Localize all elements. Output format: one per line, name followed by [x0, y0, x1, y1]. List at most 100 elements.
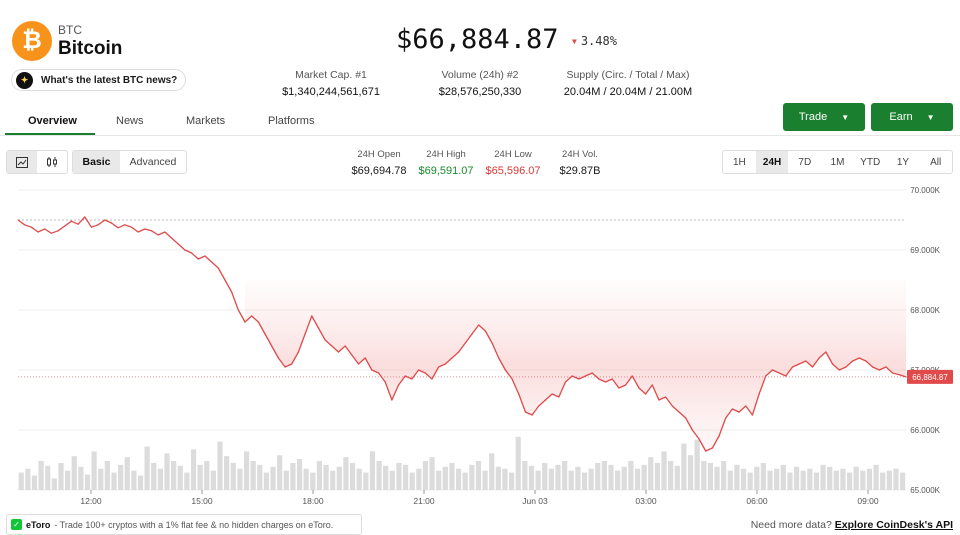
volume-bar — [548, 468, 554, 490]
tab-platforms[interactable]: Platforms — [268, 115, 315, 127]
price-line-segment — [351, 354, 360, 365]
price-line-segment — [558, 381, 567, 398]
price-line-segment — [598, 378, 607, 383]
range-1m[interactable]: 1M — [830, 156, 845, 168]
last-price-label: 66,884.87 — [912, 373, 948, 382]
price-line-segment — [110, 222, 119, 229]
price-line-segment — [251, 315, 260, 323]
range-24h[interactable]: 24H — [755, 151, 789, 173]
volume-bar — [31, 475, 38, 490]
price-line-segment — [771, 369, 780, 374]
price-line-segment — [718, 417, 727, 437]
volume-bar — [482, 470, 488, 490]
price-line-segment — [371, 369, 380, 374]
volume-bar — [376, 461, 382, 490]
volume-bar — [628, 461, 634, 490]
price-line-segment — [778, 372, 787, 377]
volume-bar — [866, 468, 873, 490]
price-line-segment — [150, 230, 159, 236]
volume-bar — [681, 443, 687, 490]
tab-overview[interactable]: Overview — [28, 115, 77, 127]
mode-toggle: Basic Advanced — [72, 150, 187, 174]
price-line-segment — [277, 357, 286, 368]
volume-bar — [104, 461, 110, 490]
price-line-segment — [751, 393, 760, 416]
price-line-segment — [424, 372, 433, 380]
price-line-segment — [337, 345, 346, 353]
earn-button[interactable]: Earn ▼ — [871, 103, 953, 131]
price-line-segment — [678, 411, 687, 419]
api-promo: Need more data? Explore CoinDesk's API — [751, 519, 953, 531]
price-line-segment — [311, 315, 320, 329]
price-line-segment — [898, 374, 907, 378]
volume-bar — [747, 472, 753, 490]
volume-bar — [740, 468, 747, 490]
price-line-segment — [157, 231, 166, 236]
volume-bar — [714, 466, 720, 490]
volume-bar — [78, 466, 84, 490]
advanced-mode-button[interactable]: Advanced — [129, 156, 177, 168]
price-line-segment — [444, 357, 453, 365]
volume-bar — [349, 462, 356, 490]
price-line-segment — [638, 387, 647, 395]
volume-bar — [522, 461, 528, 490]
volume-bar — [701, 461, 707, 490]
volume-bar — [290, 462, 296, 490]
tab-news[interactable]: News — [116, 115, 144, 127]
supply-stat: Supply (Circ. / Total / Max) 20.04M / 20… — [558, 69, 698, 98]
volume-bar — [18, 472, 24, 490]
volume-bar — [310, 472, 316, 490]
h24-label: 24H Open — [357, 149, 401, 160]
price-line-segment — [404, 375, 413, 380]
volume-bar — [51, 478, 57, 490]
basic-mode-button[interactable]: Basic — [73, 151, 120, 173]
etoro-ad[interactable]: ✓ eToro - Trade 100+ cryptos with a 1% f… — [6, 514, 362, 535]
volume-stat: Volume (24h) #2 $28,576,250,330 — [436, 69, 524, 98]
line-chart-icon[interactable] — [7, 151, 37, 173]
price-line-segment — [664, 396, 673, 407]
price-line-segment — [531, 405, 540, 416]
price-line-segment — [344, 345, 353, 356]
price-line-segment — [538, 399, 547, 407]
low-24h: 24H Low $65,596.07 — [480, 149, 546, 177]
stat-label: Volume (24h) #2 — [441, 69, 519, 81]
price-line-segment — [237, 309, 246, 323]
price-line-segment — [798, 360, 807, 365]
price-line-segment — [284, 363, 293, 368]
price-line-segment — [591, 372, 600, 380]
price-line-segment — [458, 342, 466, 353]
volume-bar — [263, 472, 270, 490]
range-1h[interactable]: 1H — [732, 156, 746, 168]
volume-bar — [330, 470, 336, 490]
current-price: $66,884.87 — [396, 24, 559, 55]
range-ytd[interactable]: YTD — [860, 156, 881, 168]
range-1y[interactable]: 1Y — [896, 156, 910, 168]
price-line-segment — [90, 224, 99, 228]
price-chart[interactable]: 70.000K69.000K68.000K67.000K66.000K65.00… — [0, 180, 960, 510]
price-line-segment — [871, 366, 880, 371]
volume-bar — [568, 470, 574, 490]
trade-button[interactable]: Trade ▼ — [783, 103, 865, 131]
active-tab-indicator — [5, 133, 95, 135]
price-line-segment — [217, 267, 226, 281]
explore-api-link[interactable]: Explore CoinDesk's API — [834, 519, 953, 531]
price-line-segment — [357, 357, 366, 365]
price-line-segment — [698, 438, 707, 452]
volume-bar — [727, 470, 733, 490]
volume-bar — [562, 461, 568, 490]
volume-bar — [177, 465, 183, 490]
range-7d[interactable]: 7D — [798, 156, 812, 168]
candlestick-icon[interactable] — [37, 151, 67, 173]
tab-markets[interactable]: Markets — [186, 115, 226, 127]
price-line-segment — [865, 360, 874, 368]
price-line-segment — [364, 357, 373, 371]
price-line-segment — [765, 369, 774, 377]
last-price-badge — [907, 369, 953, 384]
x-tick-label: 18:00 — [302, 496, 324, 506]
price-line-segment — [484, 330, 493, 344]
volume-bar — [595, 462, 601, 490]
y-tick-label: 66.000K — [910, 426, 940, 435]
price-line-segment — [291, 351, 300, 365]
latest-news-button[interactable]: ✦ What's the latest BTC news? — [11, 69, 187, 91]
range-all[interactable]: All — [930, 156, 942, 168]
